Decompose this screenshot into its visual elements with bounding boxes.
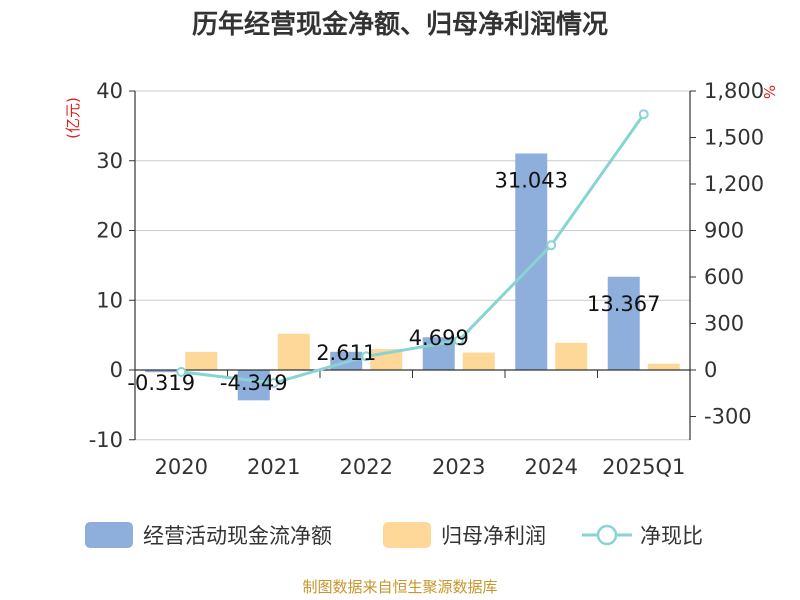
ratio-line-path bbox=[181, 113, 645, 385]
legend: 经营活动现金流净额 归母净利润 净现比 bbox=[85, 522, 703, 548]
left-axis-unit: (亿元) bbox=[64, 97, 82, 139]
ratio-point bbox=[268, 378, 279, 389]
ratio-point bbox=[638, 109, 649, 120]
left-tick-label: 20 bbox=[96, 219, 123, 243]
legend-swatch-marker bbox=[596, 524, 618, 546]
bar-profit bbox=[647, 363, 680, 370]
bar-cashflow bbox=[515, 153, 548, 370]
axes bbox=[129, 90, 696, 441]
legend-label-profit: 归母净利润 bbox=[441, 524, 546, 548]
left-tick-label: 40 bbox=[96, 79, 123, 103]
x-tick-label: 2022 bbox=[340, 455, 393, 479]
bar-value-label: 4.699 bbox=[409, 326, 469, 350]
legend-label-ratio: 净现比 bbox=[640, 524, 703, 548]
left-tick-label: 0 bbox=[110, 358, 123, 382]
tick-labels: -10 0 10 20 30 40 -300 0 300 600 900 1,200 1,500 1,80… bbox=[89, 79, 764, 479]
right-tick-label: 1,500 bbox=[704, 126, 764, 150]
x-tick-label: 2023 bbox=[432, 455, 485, 479]
legend-swatch-cashflow bbox=[85, 522, 133, 548]
left-tick-label: 30 bbox=[96, 149, 123, 173]
bar-profit bbox=[277, 333, 310, 370]
x-tick-label: 2020 bbox=[155, 455, 208, 479]
legend-label-cashflow: 经营活动现金流净额 bbox=[143, 524, 332, 548]
right-tick-label: 900 bbox=[704, 219, 744, 243]
right-tick-label: 1,800 bbox=[704, 79, 764, 103]
gridlines bbox=[135, 90, 690, 441]
bar-profit bbox=[185, 351, 218, 370]
bar-value-label: -0.319 bbox=[127, 371, 195, 395]
ratio-point bbox=[176, 366, 187, 377]
left-tick-label: 10 bbox=[96, 288, 123, 312]
chart-title: 历年经营现金净额、归母净利润情况 bbox=[192, 9, 608, 40]
bars bbox=[145, 153, 680, 401]
bar-value-label: 2.611 bbox=[316, 341, 376, 365]
data-labels: -0.319 -4.349 2.611 4.699 31.043 13.367 bbox=[127, 168, 660, 395]
left-tick-label: -10 bbox=[89, 428, 123, 452]
ratio-line bbox=[176, 109, 649, 389]
x-tick-label: 2021 bbox=[247, 455, 300, 479]
right-axis-unit: % bbox=[760, 85, 778, 99]
bar-profit bbox=[555, 342, 588, 370]
bar-profit bbox=[462, 352, 495, 370]
data-source: 制图数据来自恒生聚源数据库 bbox=[302, 578, 497, 596]
x-tick-label: 2024 bbox=[525, 455, 578, 479]
ratio-point bbox=[546, 240, 557, 251]
legend-swatch-profit bbox=[383, 522, 431, 548]
ratio-point bbox=[453, 335, 464, 346]
x-tick-label: 2025Q1 bbox=[602, 455, 685, 479]
bar-value-label: 13.367 bbox=[587, 292, 660, 316]
bar-value-label: -4.349 bbox=[220, 371, 288, 395]
right-tick-label: -300 bbox=[704, 405, 752, 429]
right-tick-label: 300 bbox=[704, 312, 744, 336]
bar-cashflow bbox=[607, 276, 640, 370]
right-tick-label: 600 bbox=[704, 265, 744, 289]
bar-cashflow bbox=[145, 370, 178, 373]
right-tick-label: 0 bbox=[704, 358, 717, 382]
bar-value-label: 31.043 bbox=[495, 168, 568, 192]
bar-cashflow bbox=[237, 370, 270, 401]
ratio-point bbox=[361, 351, 372, 362]
right-tick-label: 1,200 bbox=[704, 172, 764, 196]
